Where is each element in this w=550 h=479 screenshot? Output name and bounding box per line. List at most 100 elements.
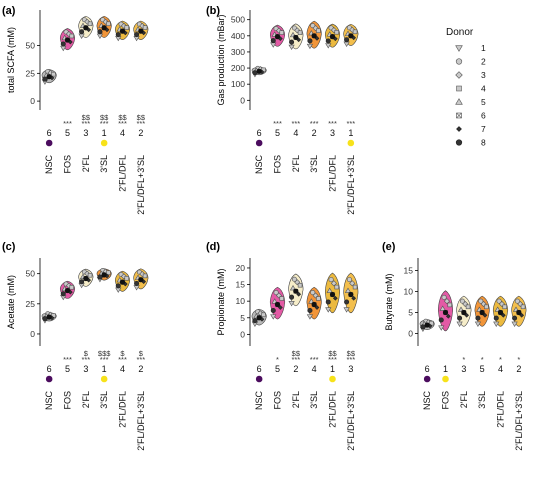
- x-tick-label: FOS: [273, 391, 283, 410]
- data-point: [325, 43, 332, 49]
- data-point: [252, 70, 258, 76]
- data-point: [334, 30, 339, 35]
- rank-label: 4: [120, 128, 125, 138]
- y-tick-label: 0: [240, 329, 245, 339]
- data-point: [441, 294, 447, 300]
- rank-dot: [255, 139, 263, 147]
- data-point: [457, 315, 463, 321]
- data-point: [97, 274, 103, 280]
- median-point: [119, 28, 126, 34]
- data-point: [420, 324, 426, 330]
- y-axis-label: total SCFA (mM): [6, 27, 16, 93]
- data-point: [346, 277, 352, 283]
- median-point: [83, 275, 89, 282]
- data-point: [79, 279, 85, 285]
- data-point: [42, 316, 48, 322]
- x-tick-label: 2'FL/DFL+3'SL: [346, 391, 356, 451]
- median-point: [329, 34, 336, 40]
- sig-bottom-label: ***: [81, 355, 90, 364]
- x-tick-label: FOS: [273, 155, 283, 174]
- median-point: [311, 33, 317, 39]
- legend-label: 3: [481, 70, 486, 80]
- sig-bottom-label: ***: [328, 119, 337, 128]
- data-point: [65, 282, 72, 289]
- rank-label: 4: [293, 128, 298, 138]
- data-point: [60, 291, 66, 297]
- sig-bottom-label: ***: [328, 355, 337, 364]
- median-point: [274, 301, 281, 308]
- median-point: [516, 309, 522, 316]
- x-tick-label: 3'SL: [99, 391, 109, 409]
- y-tick-label: 0: [408, 328, 413, 338]
- y-tick-label: 10: [236, 296, 246, 306]
- panel-c: (c)Acetate (mM)025506NSC***5FOS$***32'FL…: [2, 241, 149, 451]
- median-point: [83, 25, 89, 31]
- data-point: [496, 298, 502, 304]
- panel-a: (a)total SCFA (mM)025506NSC***5FOS$$***3…: [2, 5, 149, 215]
- data-point: [325, 38, 331, 44]
- y-tick-label: 5: [408, 307, 413, 317]
- sig-bottom-label: ***: [346, 119, 355, 128]
- median-point: [293, 34, 299, 41]
- data-point: [352, 284, 358, 290]
- data-point: [307, 307, 313, 313]
- rank-label: 5: [65, 128, 70, 138]
- rank-dot: [255, 375, 263, 383]
- y-tick-label: 200: [231, 63, 245, 73]
- data-point: [459, 298, 465, 304]
- median-point: [348, 33, 354, 39]
- median-point: [46, 74, 52, 80]
- median-point: [138, 28, 144, 34]
- legend-key: [455, 98, 463, 105]
- data-point: [124, 25, 129, 30]
- data-point: [87, 21, 93, 27]
- median-point: [119, 279, 126, 285]
- data-point: [514, 298, 520, 304]
- sig-bottom-label: ***: [273, 119, 282, 128]
- data-point: [277, 305, 283, 310]
- data-point: [484, 304, 489, 310]
- data-point: [306, 314, 314, 320]
- data-point: [279, 30, 284, 35]
- sig-bottom-label: ***: [310, 119, 319, 128]
- data-point: [134, 280, 140, 287]
- data-point: [69, 33, 74, 39]
- sig-bottom-label: ***: [136, 119, 145, 128]
- sig-top-label: $$: [137, 113, 146, 122]
- rank-label: 6: [47, 364, 52, 374]
- panel-d: (d)Propionate (mM) 051015206NSC*5FOS$$***…: [206, 241, 359, 451]
- rank-label: 2: [293, 364, 298, 374]
- data-point: [275, 27, 282, 34]
- rank-label: 5: [65, 364, 70, 374]
- y-tick-label: 100: [231, 79, 245, 89]
- rank-label: 3: [83, 128, 88, 138]
- sig-bottom-label: *: [517, 355, 520, 364]
- rank-dot: [442, 375, 449, 383]
- x-tick-label: 2'FL/DFL+3'SL: [514, 391, 524, 451]
- rank-label: 3: [330, 128, 335, 138]
- data-point: [124, 276, 129, 281]
- data-point: [291, 276, 297, 282]
- x-tick-label: 3'SL: [309, 155, 319, 173]
- median-point: [424, 322, 430, 328]
- rank-label: 6: [425, 364, 430, 374]
- data-point: [270, 38, 276, 44]
- legend-key: [455, 139, 463, 146]
- y-tick-label: 15: [236, 280, 246, 290]
- y-tick-label: 50: [26, 41, 36, 51]
- legend-label: 6: [481, 111, 486, 121]
- rank-label: 3: [348, 364, 353, 374]
- sig-bottom-label: ***: [136, 355, 145, 364]
- y-tick-label: 5: [240, 313, 245, 323]
- data-point: [307, 38, 313, 44]
- x-tick-label: 2'FL/DFL+3'SL: [136, 155, 146, 215]
- rank-label: 3: [83, 364, 88, 374]
- sig-top-label: $$: [292, 349, 301, 358]
- x-tick-label: FOS: [63, 391, 73, 410]
- median-point: [46, 314, 52, 320]
- rank-label: 4: [120, 364, 125, 374]
- rank-dot: [100, 139, 108, 147]
- y-tick-label: 25: [26, 299, 36, 309]
- sig-bottom-label: ***: [291, 355, 300, 364]
